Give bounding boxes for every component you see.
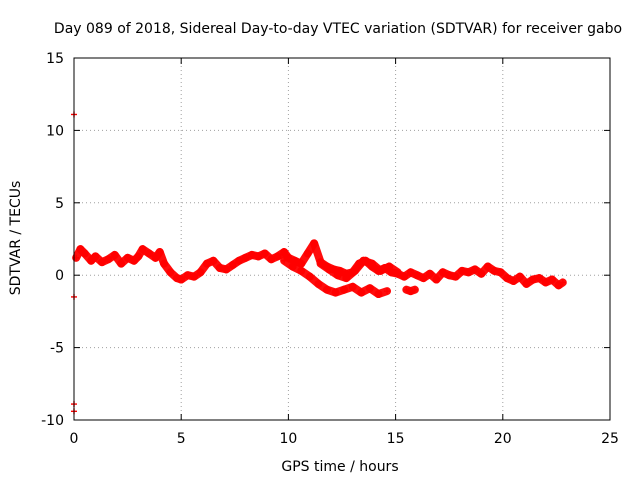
data-segment [385, 262, 402, 277]
data-segment [554, 278, 567, 290]
y-tick-label: 15 [46, 51, 64, 67]
tick-labels: 0 5 10 15 20 25 -10 -5 0 5 10 15 [41, 51, 619, 447]
x-axis-label: GPS time / hours [281, 459, 398, 475]
x-tick-label: 25 [601, 431, 619, 447]
data-segment [374, 287, 392, 299]
y-tick-label: -5 [50, 341, 64, 357]
axes [73, 57, 611, 421]
y-tick-label: -10 [41, 413, 64, 429]
y-tick-label: 0 [55, 268, 64, 284]
plot-frame [73, 57, 611, 421]
y-tick-label: 10 [46, 123, 64, 139]
y-axis-label: SDTVAR / TECUs [8, 181, 24, 296]
x-tick-label: 5 [177, 431, 186, 447]
x-tick-label: 15 [387, 431, 405, 447]
data-points [71, 111, 567, 415]
x-tick-label: 0 [70, 431, 79, 447]
x-tick-label: 10 [279, 431, 297, 447]
y-tick-label: 5 [55, 196, 64, 212]
data-segment [406, 285, 419, 296]
chart-title: Day 089 of 2018, Sidereal Day-to-day VTE… [54, 21, 622, 37]
x-tick-label: 20 [494, 431, 512, 447]
